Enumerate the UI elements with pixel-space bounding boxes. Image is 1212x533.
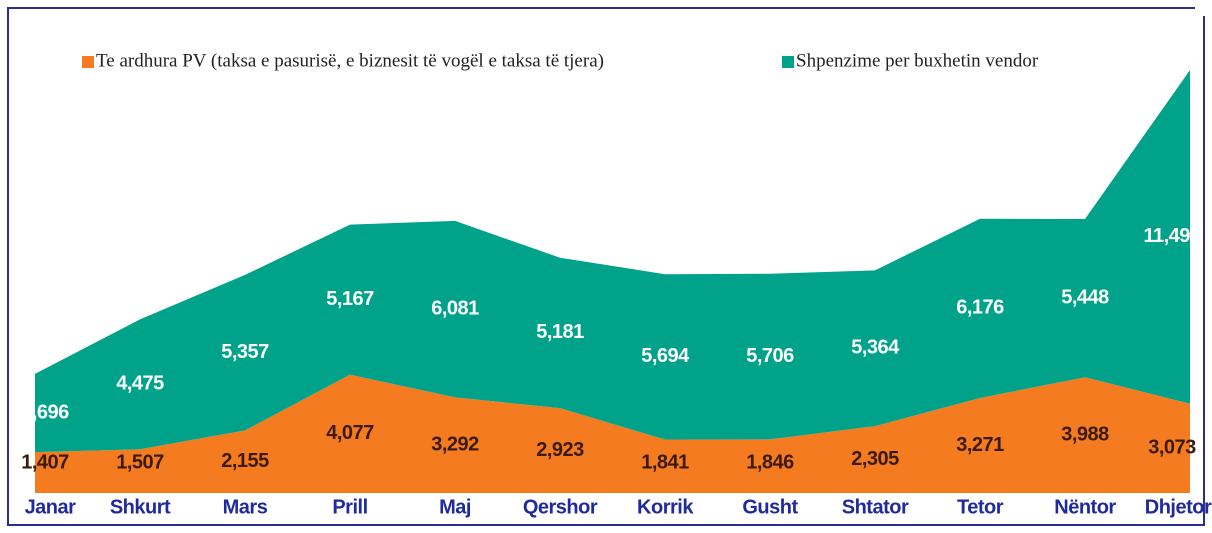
value-label: 2,305 — [851, 448, 899, 470]
x-tick-label: Korrik — [637, 496, 694, 518]
value-label: 4,077 — [326, 422, 374, 444]
value-label: 3,073 — [1148, 437, 1196, 459]
x-tick-label: Prill — [332, 496, 367, 518]
value-label: 5,694 — [641, 345, 690, 367]
x-tick-label: Dhjetor — [1145, 496, 1212, 518]
legend-label: Shpenzime per buxhetin vendor — [796, 50, 1039, 71]
area — [35, 374, 1190, 493]
value-label: 6,176 — [956, 297, 1004, 319]
x-tick-label: Shtator — [842, 496, 909, 518]
value-label: 1,507 — [116, 451, 164, 473]
value-label: 5,181 — [536, 321, 584, 343]
value-label: 5,706 — [746, 345, 794, 367]
value-label: 3,271 — [956, 434, 1004, 456]
x-tick-label: Mars — [223, 496, 268, 518]
x-tick-label: Gusht — [742, 496, 798, 518]
value-label: 5,448 — [1061, 286, 1109, 308]
x-tick-label: Qershor — [523, 496, 598, 518]
x-tick-label: Shkurt — [110, 496, 171, 518]
value-label: 2,155 — [221, 450, 269, 472]
value-label: 11,497 — [1143, 225, 1200, 247]
frame — [7, 7, 1205, 526]
value-label: 6,081 — [431, 297, 479, 319]
x-tick-label: Nëntor — [1054, 496, 1116, 518]
legend-swatch — [82, 56, 94, 68]
legend-swatch — [782, 56, 794, 68]
x-tick-label: Maj — [439, 496, 471, 518]
value-label: 5,357 — [221, 341, 269, 363]
value-label: 4,475 — [116, 373, 164, 395]
value-label: 1,846 — [746, 451, 794, 473]
legend-label: Te ardhura PV (taksa e pasurisë, e bizne… — [96, 50, 604, 71]
x-tick-label: Janar — [25, 496, 77, 518]
value-label: 2,923 — [536, 439, 584, 461]
value-label: 5,364 — [851, 336, 900, 358]
value-label: 3,988 — [1061, 423, 1109, 445]
value-label: 2,696 — [21, 401, 69, 423]
value-label: 3,292 — [431, 433, 479, 455]
area — [35, 70, 1190, 453]
value-label: 1,841 — [641, 451, 689, 473]
x-tick-label: Tetor — [957, 496, 1004, 518]
value-label: 5,167 — [326, 288, 374, 310]
value-label: 1,407 — [21, 451, 69, 473]
